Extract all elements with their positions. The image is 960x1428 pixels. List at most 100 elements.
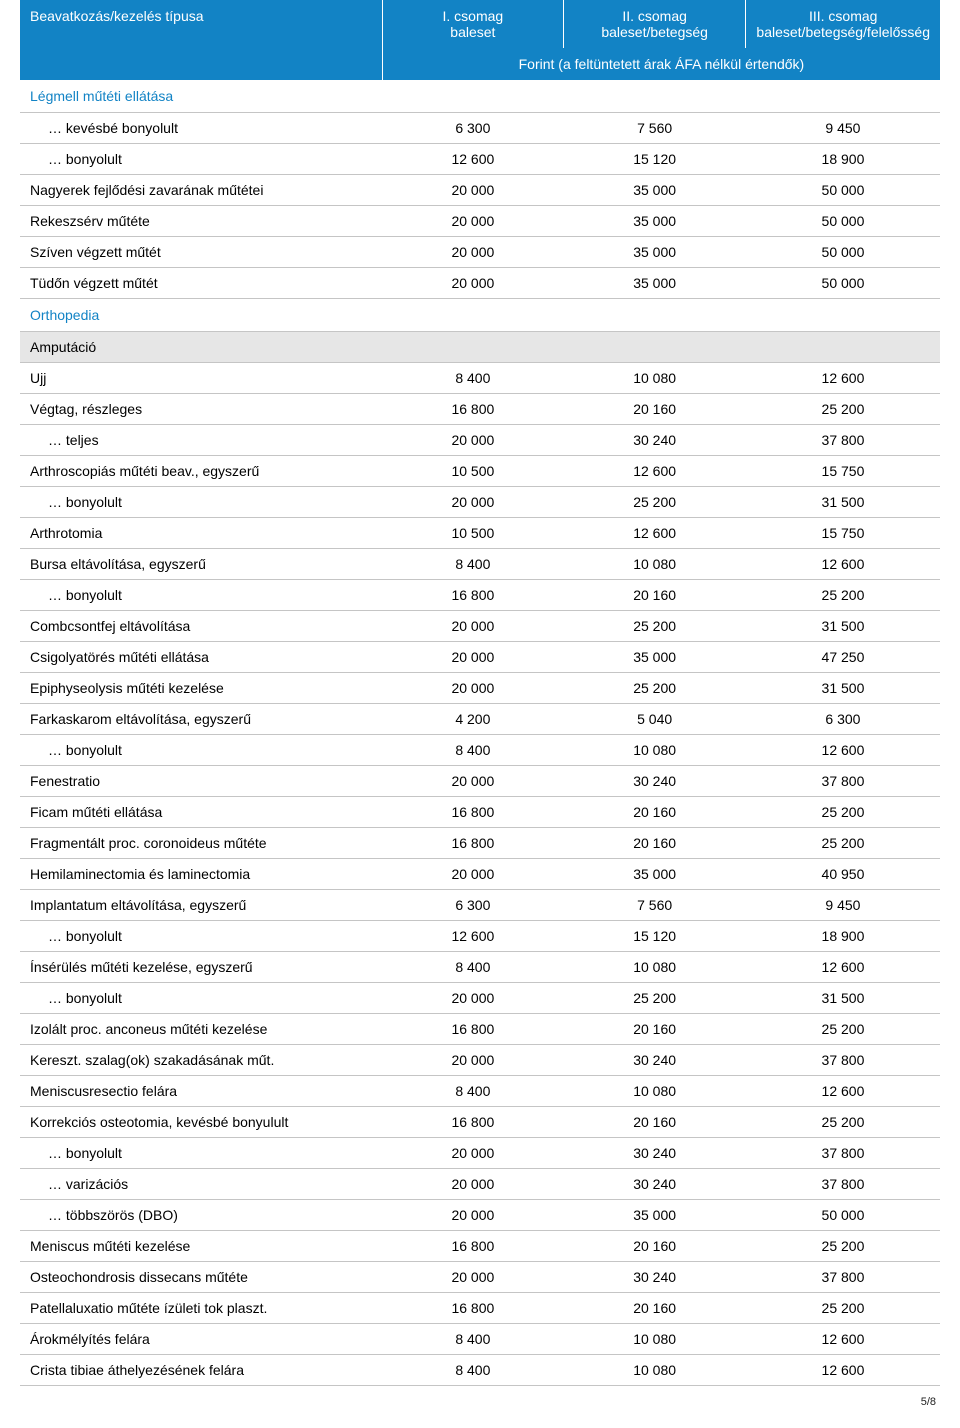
table-row: Ujj8 40010 08012 600 [20,363,940,394]
row-value: 12 600 [746,363,940,394]
row-value: 20 000 [382,237,563,268]
row-value: 15 120 [563,144,746,175]
table-row: … varizációs20 00030 24037 800 [20,1169,940,1200]
category-label: Orthopedia [20,299,940,332]
row-value: 20 160 [563,828,746,859]
row-label: Kereszt. szalag(ok) szakadásának műt. [20,1045,382,1076]
row-value: 10 080 [563,363,746,394]
row-value: 20 000 [382,268,563,299]
row-value: 25 200 [563,673,746,704]
row-value: 15 750 [746,518,940,549]
row-label: Arthrotomia [20,518,382,549]
row-value: 37 800 [746,1138,940,1169]
row-value: 35 000 [563,206,746,237]
row-value: 16 800 [382,1014,563,1045]
row-value: 10 080 [563,735,746,766]
row-value: 35 000 [563,859,746,890]
row-label: Korrekciós osteotomia, kevésbé bonyulult [20,1107,382,1138]
page-number: 5/8 [20,1386,940,1408]
row-value: 7 560 [563,113,746,144]
row-value: 37 800 [746,425,940,456]
header-note: Forint (a feltüntetett árak ÁFA nélkül é… [382,48,940,80]
row-label: Arthroscopiás műtéti beav., egyszerű [20,456,382,487]
row-value: 20 000 [382,983,563,1014]
row-value: 20 000 [382,1045,563,1076]
table-row: Crista tibiae áthelyezésének felára8 400… [20,1355,940,1386]
row-value: 15 120 [563,921,746,952]
row-value: 50 000 [746,1200,940,1231]
row-value: 47 250 [746,642,940,673]
row-label: … többszörös (DBO) [20,1200,382,1231]
row-value: 30 240 [563,1169,746,1200]
table-row: Meniscus műtéti kezelése16 80020 16025 2… [20,1231,940,1262]
row-value: 8 400 [382,1355,563,1386]
row-value: 12 600 [382,921,563,952]
row-label: Hemilaminectomia és laminectomia [20,859,382,890]
row-value: 25 200 [563,487,746,518]
row-value: 30 240 [563,1262,746,1293]
table-row: Meniscusresectio felára8 40010 08012 600 [20,1076,940,1107]
row-value: 25 200 [746,1014,940,1045]
row-value: 8 400 [382,952,563,983]
row-label: Meniscusresectio felára [20,1076,382,1107]
row-value: 31 500 [746,983,940,1014]
row-value: 12 600 [563,456,746,487]
row-value: 16 800 [382,797,563,828]
row-value: 10 080 [563,952,746,983]
row-value: 12 600 [382,144,563,175]
table-row: Fragmentált proc. coronoideus műtéte16 8… [20,828,940,859]
row-value: 50 000 [746,206,940,237]
row-label: Osteochondrosis dissecans műtéte [20,1262,382,1293]
row-value: 25 200 [563,611,746,642]
row-value: 20 000 [382,1200,563,1231]
row-label: … bonyolult [20,487,382,518]
row-value: 16 800 [382,828,563,859]
row-value: 20 000 [382,1138,563,1169]
row-value: 8 400 [382,1076,563,1107]
row-label: Combcsontfej eltávolítása [20,611,382,642]
row-value: 6 300 [746,704,940,735]
row-value: 20 160 [563,580,746,611]
row-label: Crista tibiae áthelyezésének felára [20,1355,382,1386]
row-label: Bursa eltávolítása, egyszerű [20,549,382,580]
row-value: 16 800 [382,1107,563,1138]
table-row: Epiphyseolysis műtéti kezelése20 00025 2… [20,673,940,704]
row-value: 20 160 [563,1014,746,1045]
row-label: Tüdőn végzett műtét [20,268,382,299]
table-row: Árokmélyítés felára8 40010 08012 600 [20,1324,940,1355]
row-value: 20 160 [563,394,746,425]
row-value: 9 450 [746,113,940,144]
table-row: Rekeszsérv műtéte20 00035 00050 000 [20,206,940,237]
row-value: 25 200 [746,1107,940,1138]
row-value: 30 240 [563,766,746,797]
row-value: 20 160 [563,797,746,828]
row-value: 37 800 [746,1169,940,1200]
table-row: Nagyerek fejlődési zavarának műtétei20 0… [20,175,940,206]
row-value: 10 080 [563,1076,746,1107]
table-row: Végtag, részleges16 80020 16025 200 [20,394,940,425]
row-value: 4 200 [382,704,563,735]
row-value: 20 160 [563,1231,746,1262]
row-value: 20 000 [382,425,563,456]
row-value: 20 000 [382,206,563,237]
row-label: Árokmélyítés felára [20,1324,382,1355]
row-value: 30 240 [563,1138,746,1169]
table-row: Légmell műtéti ellátása [20,80,940,113]
table-row: Arthroscopiás műtéti beav., egyszerű10 5… [20,456,940,487]
row-label: Patellaluxatio műtéte ízületi tok plaszt… [20,1293,382,1324]
table-row: Ficam műtéti ellátása16 80020 16025 200 [20,797,940,828]
header-col-1: I. csomag baleset [382,0,563,48]
row-value: 25 200 [746,797,940,828]
row-value: 18 900 [746,921,940,952]
row-value: 5 040 [563,704,746,735]
row-value: 7 560 [563,890,746,921]
row-value: 30 240 [563,1045,746,1076]
table-row: Amputáció [20,332,940,363]
row-value: 12 600 [746,1076,940,1107]
row-value: 10 500 [382,456,563,487]
row-value: 12 600 [746,952,940,983]
table-row: … bonyolult20 00025 20031 500 [20,983,940,1014]
table-row: … bonyolult12 60015 12018 900 [20,144,940,175]
row-label: Izolált proc. anconeus műtéti kezelése [20,1014,382,1045]
row-value: 10 080 [563,1324,746,1355]
